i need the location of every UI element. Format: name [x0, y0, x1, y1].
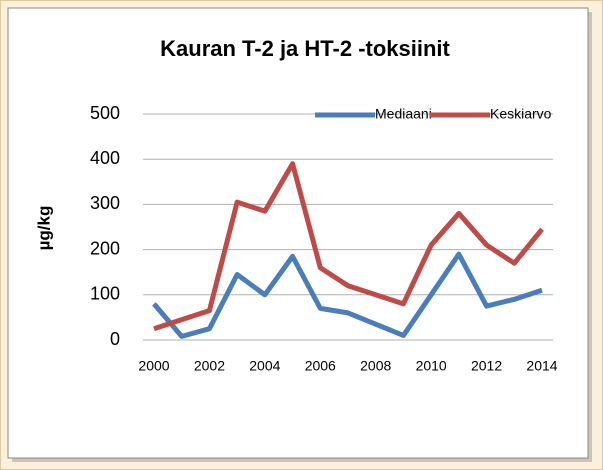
y-tick-label: 500: [90, 103, 120, 123]
y-tick-label: 300: [90, 193, 120, 213]
x-tick-label: 2004: [249, 358, 280, 374]
series-line: [152, 251, 543, 339]
y-tick-label: 400: [90, 148, 120, 168]
x-tick-label: 2008: [360, 358, 391, 374]
y-tick-label: 100: [90, 284, 120, 304]
legend-label: Mediaani: [375, 106, 432, 122]
x-tick-label: 2014: [526, 358, 557, 374]
x-tick-label: 2010: [416, 358, 447, 374]
legend-label: Keskiarvo: [490, 106, 552, 122]
x-tick-label: 2012: [471, 358, 502, 374]
chart-title: Kauran T-2 ja HT-2 -toksiinit: [160, 36, 450, 61]
x-tick-label: 2006: [305, 358, 336, 374]
x-tick-label: 2000: [138, 358, 169, 374]
y-axis-label: µg/kg: [34, 206, 53, 251]
y-tick-label: 0: [110, 329, 120, 349]
y-tick-label: 200: [90, 238, 120, 258]
x-tick-label: 2002: [194, 358, 225, 374]
series-line: [153, 161, 544, 332]
chart-area: [7, 7, 589, 459]
